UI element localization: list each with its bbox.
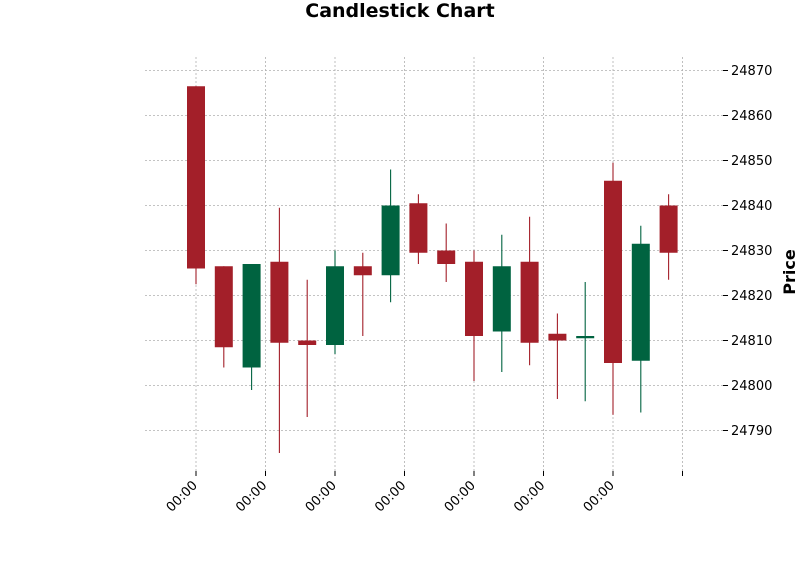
candle-down bbox=[659, 194, 678, 280]
candle-down bbox=[270, 207, 289, 453]
x-tick-label: 00:00 bbox=[442, 478, 479, 515]
x-tick-label: 00:00 bbox=[164, 478, 201, 515]
y-tick-label: 24850 bbox=[731, 154, 772, 169]
x-tick-label: 00:00 bbox=[511, 478, 548, 515]
candle-down bbox=[214, 266, 233, 368]
candle-body bbox=[270, 261, 289, 343]
candle-body bbox=[520, 261, 539, 343]
y-tick-label: 24820 bbox=[731, 289, 772, 304]
y-tick-label: 24800 bbox=[731, 379, 772, 394]
candle-up bbox=[326, 250, 344, 354]
candle-body bbox=[298, 340, 317, 345]
candle-up bbox=[631, 225, 650, 413]
x-axis: 00:00 00:00 00:00 00:00 00:00 00:00 00:00 bbox=[164, 471, 683, 515]
y-tick-label: 24870 bbox=[731, 64, 772, 79]
candle-body bbox=[353, 266, 372, 276]
candle-body bbox=[437, 250, 456, 264]
x-tick-label: 00:00 bbox=[303, 478, 340, 515]
candle-body bbox=[326, 266, 344, 345]
y-tick-label: 24830 bbox=[731, 244, 772, 259]
y-axis-label: Price bbox=[780, 249, 799, 295]
candle-down bbox=[353, 252, 372, 336]
candle-down bbox=[465, 250, 483, 381]
x-tick-label: 00:00 bbox=[581, 478, 618, 515]
candle-body bbox=[576, 336, 595, 339]
candle-body bbox=[381, 205, 400, 276]
y-tick-label: 24810 bbox=[731, 334, 772, 349]
candle-body bbox=[631, 243, 650, 361]
candle-up bbox=[576, 282, 595, 402]
candle-down bbox=[409, 194, 428, 264]
y-tick-label: 24790 bbox=[731, 424, 772, 439]
candle-down bbox=[437, 223, 456, 282]
x-tick-label: 00:00 bbox=[372, 478, 409, 515]
chart-title: Candlestick Chart bbox=[305, 0, 494, 22]
candle-up bbox=[492, 234, 511, 372]
candles bbox=[187, 86, 678, 453]
candle-body bbox=[242, 264, 261, 368]
candle-body bbox=[214, 266, 233, 348]
candle-down bbox=[548, 313, 567, 399]
candle-up bbox=[242, 264, 261, 390]
y-tick-label: 24860 bbox=[731, 109, 772, 124]
candle-body bbox=[465, 261, 483, 336]
candle-down bbox=[187, 86, 205, 285]
candle-body bbox=[409, 203, 428, 253]
x-tick-label: 00:00 bbox=[233, 478, 270, 515]
candle-body bbox=[659, 205, 678, 253]
candle-up bbox=[381, 169, 400, 303]
y-axis: 24790 24800 24810 24820 24830 24840 24850 24860… bbox=[723, 64, 772, 439]
candle-down bbox=[298, 279, 317, 417]
candle-body bbox=[548, 333, 567, 341]
candle-body bbox=[604, 180, 622, 363]
candle-down bbox=[520, 216, 539, 366]
candle-body bbox=[492, 266, 511, 332]
candle-body bbox=[187, 86, 205, 269]
y-tick-label: 24840 bbox=[731, 199, 772, 214]
candle-down bbox=[604, 162, 622, 415]
